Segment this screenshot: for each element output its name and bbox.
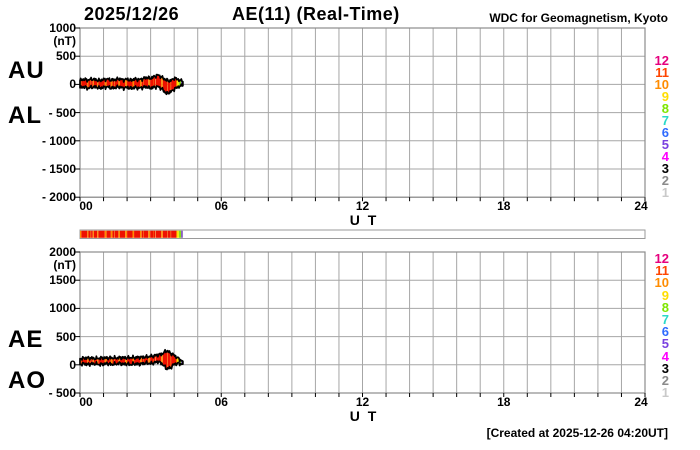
x-tick-bottom-24: 24 <box>634 395 648 409</box>
y-tick-bottom-1000: 1000 <box>49 301 76 316</box>
y-tick-top--1000: - 1000 <box>41 133 76 148</box>
plot-title: AE(11) (Real-Time) <box>232 4 400 24</box>
station-count-bottom-10: 10 <box>654 275 669 291</box>
ao-axis-label: AO <box>8 367 46 394</box>
x-tick-top-00: 00 <box>79 199 93 213</box>
station-count-top-6: 6 <box>661 125 669 140</box>
station-count-bottom-7: 7 <box>661 312 669 327</box>
y-tick-bottom-500: 500 <box>55 329 76 344</box>
ae-axis-label: AE <box>8 326 44 353</box>
station-count-top-9: 9 <box>661 89 669 104</box>
station-count-top-12: 12 <box>654 53 669 68</box>
y-unit-top: (nT) <box>53 34 76 48</box>
station-count-top-8: 8 <box>661 101 669 116</box>
x-tick-top-06: 06 <box>214 199 228 213</box>
station-count-top-2: 2 <box>661 173 669 188</box>
source-attribution: WDC for Geomagnetism, Kyoto <box>489 11 668 25</box>
au-axis-label: AU <box>8 57 45 84</box>
x-tick-bottom-18: 18 <box>497 395 511 409</box>
station-count-bottom-5: 5 <box>661 336 669 352</box>
station-count-bottom-12: 12 <box>654 251 669 266</box>
y-tick-top--2000: - 2000 <box>41 190 76 205</box>
x-tick-top-12: 12 <box>355 199 370 213</box>
station-count-bottom-6: 6 <box>661 324 669 340</box>
station-count-bottom-2: 2 <box>661 373 669 388</box>
y-unit-bottom: (nT) <box>53 258 76 272</box>
station-count-bottom-8: 8 <box>661 299 669 315</box>
station-count-bottom-9: 9 <box>661 287 669 303</box>
y-tick-top--1500: - 1500 <box>41 162 76 176</box>
y-tick-bottom-0: 0 <box>69 357 76 372</box>
x-tick-bottom-12: 12 <box>355 395 370 409</box>
plot-date: 2025/12/26 <box>84 4 180 24</box>
x-axis-label-bottom: U T <box>349 408 379 424</box>
y-tick-bottom-1500: 1500 <box>49 273 76 288</box>
x-tick-bottom-06: 06 <box>214 395 228 409</box>
station-count-top-10: 10 <box>654 77 669 92</box>
station-count-top-11: 11 <box>655 65 669 80</box>
station-count-top-1: 1 <box>661 185 669 200</box>
y-tick-bottom--500: - 500 <box>48 386 76 400</box>
x-tick-bottom-00: 00 <box>79 395 93 409</box>
station-count-bottom-4: 4 <box>661 348 669 364</box>
created-at-label: [Created at 2025-12-26 04:20UT] <box>486 426 668 440</box>
y-tick-top-1000: 1000 <box>49 21 76 35</box>
al-axis-label: AL <box>8 102 42 129</box>
x-tick-top-24: 24 <box>634 199 648 213</box>
y-tick-bottom-2000: 2000 <box>49 245 76 259</box>
y-tick-top--500: - 500 <box>48 105 76 120</box>
station-count-top-5: 5 <box>661 137 669 152</box>
station-count-bottom-11: 11 <box>655 263 669 279</box>
station-count-top-4: 4 <box>661 149 669 164</box>
x-axis-label-top: U T <box>349 212 379 228</box>
station-count-top-7: 7 <box>661 113 669 128</box>
station-count-top-3: 3 <box>661 161 669 176</box>
x-tick-top-18: 18 <box>497 199 511 213</box>
station-count-bottom-1: 1 <box>661 385 669 401</box>
y-tick-top-500: 500 <box>55 49 76 64</box>
y-tick-top-0: 0 <box>69 77 76 92</box>
station-count-bottom-3: 3 <box>661 360 669 376</box>
